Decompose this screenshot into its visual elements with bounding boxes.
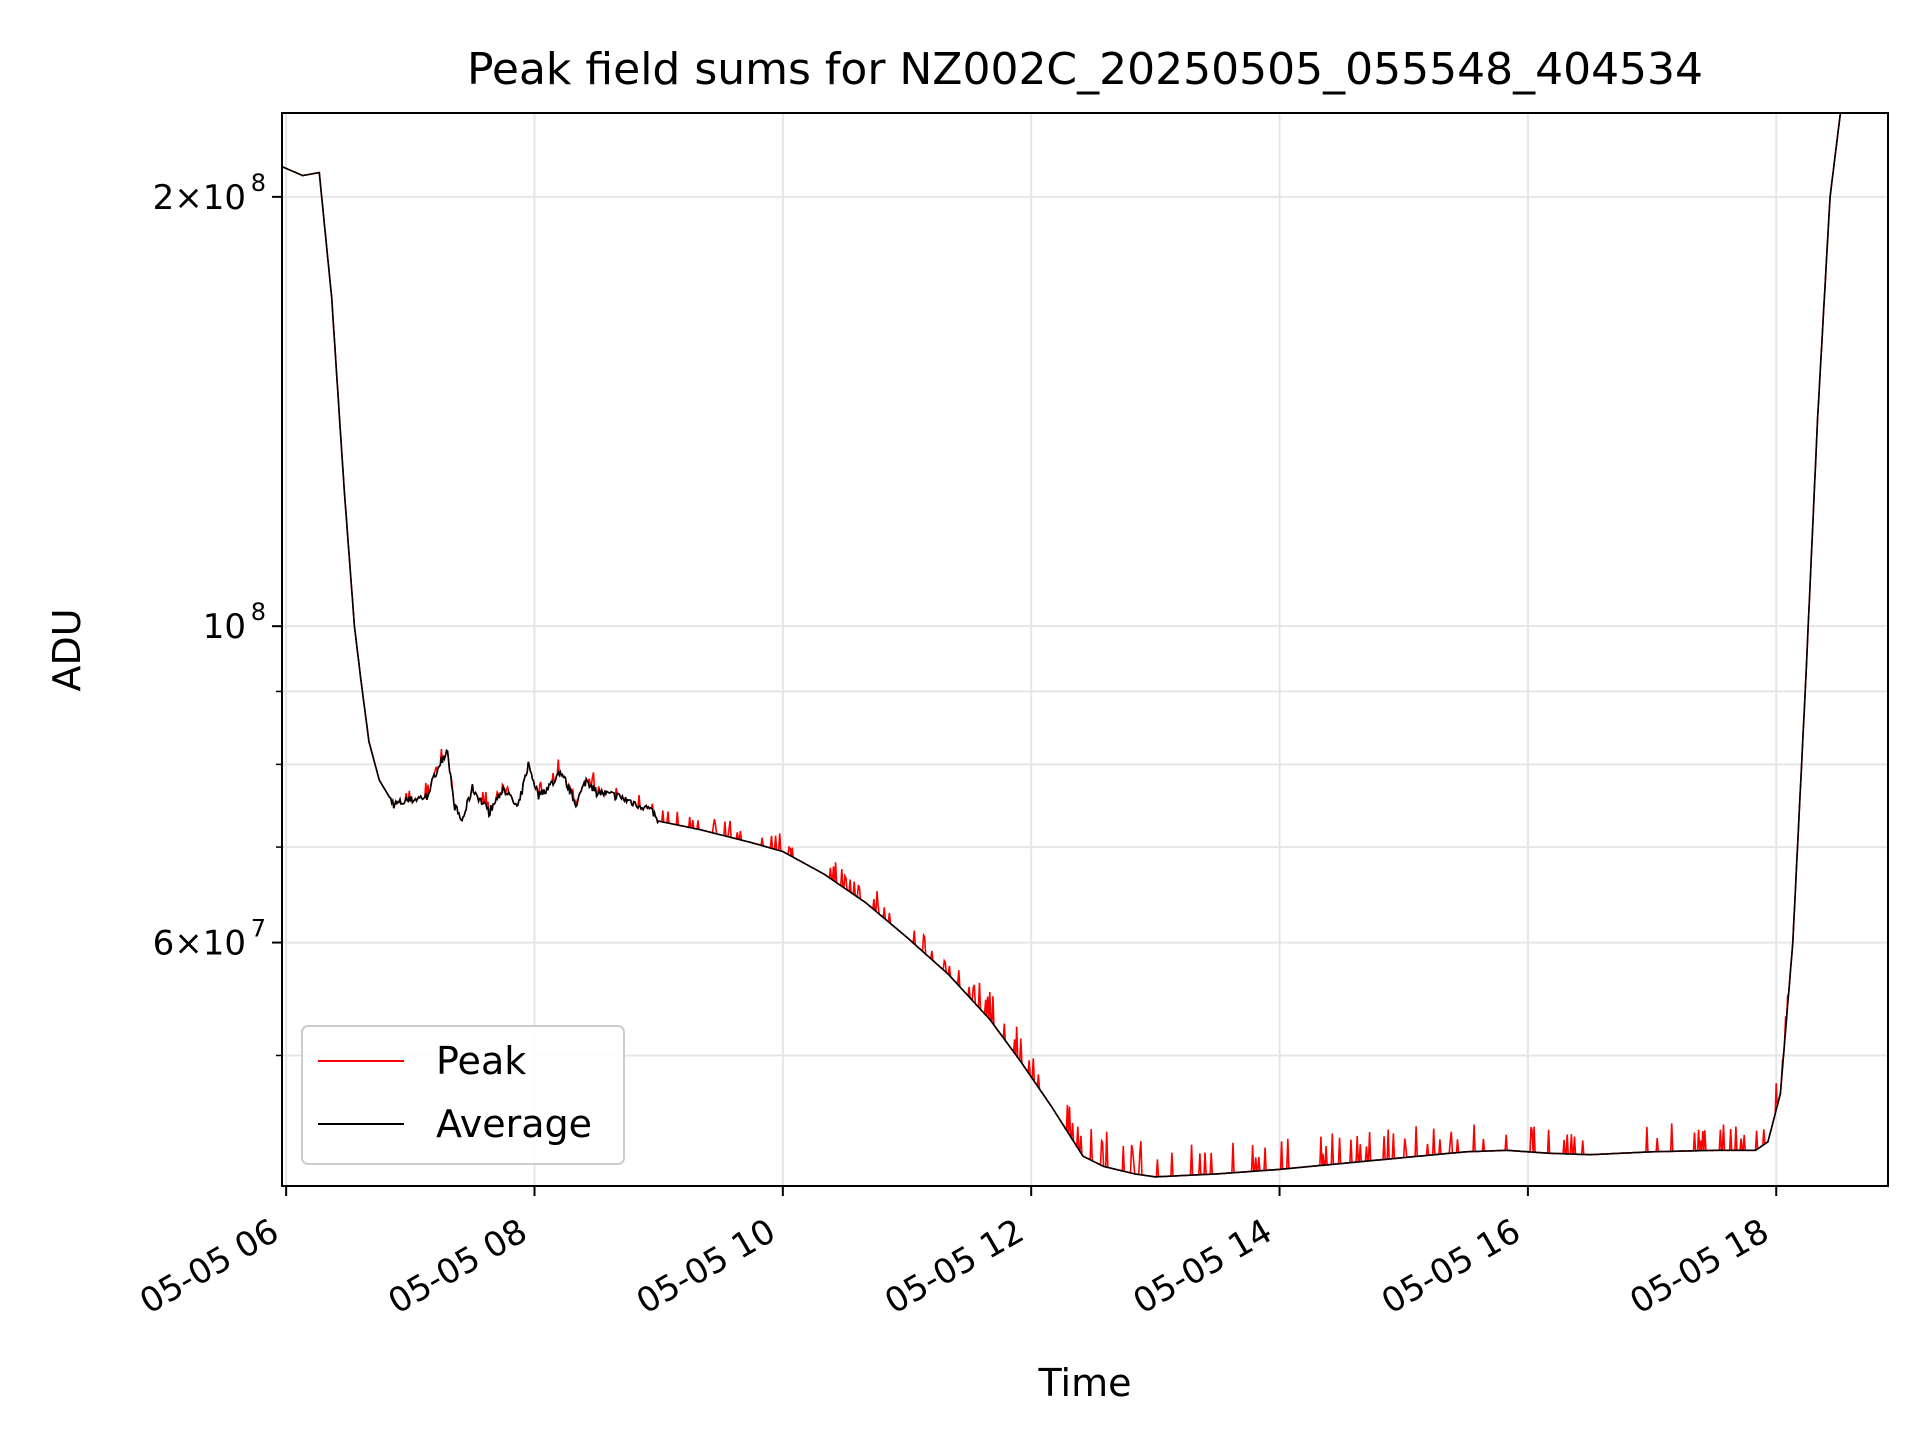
y-tick-label-base: 10 (203, 607, 246, 647)
plot-frame (281, 112, 1889, 1187)
x-axis-label: Time (1038, 1361, 1132, 1405)
y-tick-label: 6×10 (153, 924, 246, 964)
y-tick-label-exponent: 8 (251, 169, 266, 197)
series-line-average (282, 113, 1842, 1178)
legend: Peak Average (301, 1025, 625, 1165)
y-tick-label: 2×10 (153, 178, 246, 218)
y-tick-label-exponent: 7 (251, 915, 266, 943)
series-layer (282, 113, 1842, 1178)
chart-title: Peak field sums for NZ002C_20250505_0555… (467, 44, 1703, 95)
legend-label-peak: Peak (436, 1039, 526, 1083)
y-tick-label-exponent: 8 (251, 598, 266, 626)
y-tick-label: 10 (203, 607, 246, 647)
legend-label-average: Average (436, 1102, 592, 1146)
y-axis-label: ADU (45, 608, 89, 691)
y-tick-label-base: 6×10 (153, 924, 246, 964)
y-tick-label-base: 2×10 (153, 178, 246, 218)
